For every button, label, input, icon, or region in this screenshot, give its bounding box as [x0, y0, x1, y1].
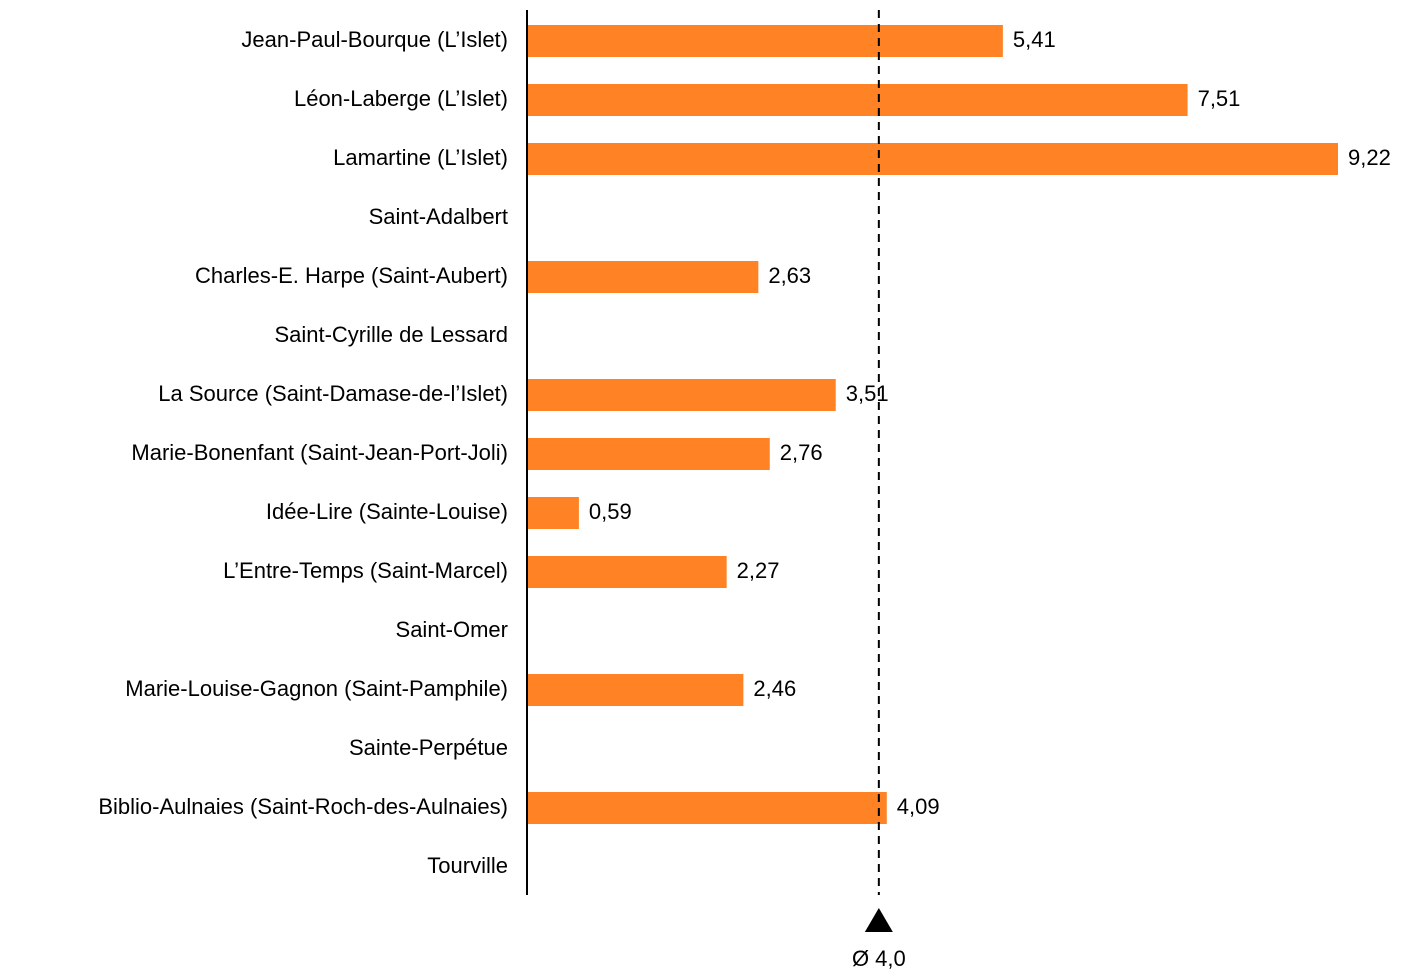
bar — [527, 25, 1003, 57]
value-label: 4,09 — [897, 794, 940, 819]
bar — [527, 556, 727, 588]
category-label: Biblio-Aulnaies (Saint-Roch-des-Aulnaies… — [98, 794, 508, 819]
category-label: La Source (Saint-Damase-de-l’Islet) — [158, 381, 508, 406]
value-label: 7,51 — [1198, 86, 1241, 111]
category-label: Jean-Paul-Bourque (L’Islet) — [241, 27, 508, 52]
value-label: 2,46 — [753, 676, 796, 701]
value-label: 2,63 — [768, 263, 811, 288]
reference-label: Ø 4,0 — [852, 946, 906, 971]
value-label: 9,22 — [1348, 145, 1391, 170]
bar — [527, 261, 759, 293]
category-label: Lamartine (L’Islet) — [333, 145, 508, 170]
category-label: Marie-Louise-Gagnon (Saint-Pamphile) — [125, 676, 508, 701]
value-label: 5,41 — [1013, 27, 1056, 52]
category-label: Saint-Cyrille de Lessard — [274, 322, 508, 347]
category-label: Tourville — [427, 853, 508, 878]
category-label: L’Entre-Temps (Saint-Marcel) — [223, 558, 508, 583]
category-label: Sainte-Perpétue — [349, 735, 508, 760]
bar — [527, 84, 1188, 116]
bar — [527, 792, 887, 824]
bar — [527, 143, 1338, 175]
category-label: Saint-Adalbert — [369, 204, 508, 229]
bar — [527, 379, 836, 411]
category-label: Marie-Bonenfant (Saint-Jean-Port-Joli) — [131, 440, 508, 465]
value-label: 2,27 — [737, 558, 780, 583]
bar — [527, 438, 770, 470]
category-label: Charles-E. Harpe (Saint-Aubert) — [195, 263, 508, 288]
reference-marker — [864, 908, 893, 932]
category-label: Idée-Lire (Sainte-Louise) — [266, 499, 508, 524]
bar — [527, 674, 744, 706]
value-label: 0,59 — [589, 499, 632, 524]
value-label: 3,51 — [846, 381, 889, 406]
category-label: Saint-Omer — [396, 617, 508, 642]
value-label: 2,76 — [780, 440, 823, 465]
bar — [527, 497, 579, 529]
category-label: Léon-Laberge (L’Islet) — [294, 86, 508, 111]
